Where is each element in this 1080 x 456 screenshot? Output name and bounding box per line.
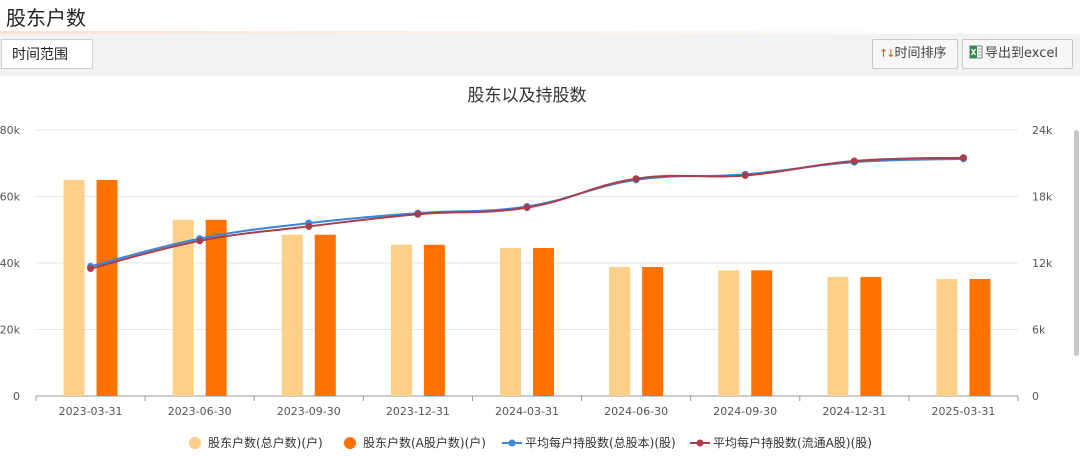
line-point	[196, 237, 204, 245]
left-y-axis: 0 20k 40k 60k 80k	[0, 124, 21, 403]
bar	[423, 244, 445, 396]
bar	[609, 266, 631, 396]
page-header: 股东户数	[0, 0, 1080, 32]
toolbar: 时间范围 ↑↓时间排序 导出到excel	[0, 34, 1080, 76]
time-sort-button[interactable]: ↑↓时间排序	[872, 39, 958, 69]
bar	[533, 248, 554, 396]
bar	[281, 234, 303, 396]
bar-series	[63, 179, 991, 396]
y-right-tick-label: 12k	[1032, 257, 1053, 270]
legend-label: 股东户数(A股户数)(户)	[363, 435, 486, 450]
line-point	[959, 154, 967, 162]
line-point	[850, 157, 858, 165]
x-tick-label: 2024-09-30	[713, 405, 777, 418]
bar	[936, 278, 958, 396]
line-point	[632, 175, 640, 183]
y-right-tick-label: 18k	[1032, 191, 1053, 204]
y-left-tick-label: 20k	[0, 324, 21, 337]
x-tick-label: 2025-03-31	[931, 405, 995, 418]
excel-icon	[969, 45, 983, 59]
bar	[314, 234, 336, 396]
bar	[642, 266, 664, 396]
x-axis: 2023-03-31 2023-06-30 2023-09-30 2023-12-31…	[35, 395, 1019, 418]
y-right-tick-label: 24k	[1032, 124, 1053, 137]
legend-marker	[344, 437, 356, 449]
bar	[860, 276, 882, 396]
header-divider	[0, 31, 1080, 34]
line-point	[305, 222, 313, 230]
legend-marker	[189, 437, 201, 449]
legend-marker	[696, 439, 704, 447]
bar	[205, 219, 227, 396]
bar	[751, 270, 773, 396]
bar	[390, 244, 412, 396]
bar	[827, 276, 849, 396]
bar	[172, 219, 194, 396]
legend-label: 股东户数(总户数)(户)	[208, 435, 323, 450]
line-series	[87, 154, 967, 273]
line-point	[523, 204, 531, 212]
x-tick-label: 2024-03-31	[495, 405, 559, 418]
time-range-dropdown[interactable]: 时间范围	[1, 39, 93, 69]
x-tick-label: 2024-06-30	[604, 405, 668, 418]
line-point	[414, 210, 422, 218]
x-tick-label: 2024-12-31	[822, 405, 886, 418]
bar	[718, 270, 740, 396]
y-left-tick-label: 0	[13, 390, 20, 403]
legend-marker	[508, 439, 516, 447]
y-left-tick-label: 80k	[0, 124, 21, 137]
shareholder-chart: 股东以及持股数 0 20k 40k 60k 80k 0 6k 12k 18k 24k 2023-…	[0, 86, 1053, 450]
vertical-scrollbar[interactable]	[1074, 130, 1079, 356]
sort-arrows-icon: ↑↓	[879, 47, 896, 60]
chart-title: 股东以及持股数	[468, 86, 587, 106]
bar	[500, 248, 521, 396]
chart-grid	[36, 129, 1018, 330]
export-excel-button[interactable]: 导出到excel	[962, 39, 1073, 69]
export-excel-label: 导出到excel	[985, 46, 1058, 61]
y-right-tick-label: 0	[1032, 390, 1039, 403]
x-tick-label: 2023-09-30	[277, 405, 341, 418]
y-left-tick-label: 40k	[0, 257, 21, 270]
bar	[63, 179, 85, 396]
time-sort-label: 时间排序	[894, 46, 947, 61]
line-point	[87, 265, 95, 273]
page-title: 股东户数	[6, 6, 86, 30]
y-right-tick-label: 6k	[1032, 324, 1046, 337]
legend-label: 平均每户持股数(流通A股)(股)	[713, 435, 872, 450]
right-y-axis: 0 6k 12k 18k 24k	[1032, 124, 1053, 403]
x-tick-label: 2023-06-30	[168, 405, 232, 418]
chart-legend[interactable]: 股东户数(总户数)(户) 股东户数(A股户数)(户) 平均每户持股数(总股本)(股)…	[189, 435, 872, 450]
bar	[96, 179, 118, 396]
line-point	[741, 171, 749, 179]
legend-label: 平均每户持股数(总股本)(股)	[525, 435, 676, 450]
y-left-tick-label: 60k	[0, 191, 21, 204]
bar	[969, 278, 991, 396]
x-tick-label: 2023-12-31	[386, 405, 450, 418]
x-tick-label: 2023-03-31	[59, 405, 123, 418]
